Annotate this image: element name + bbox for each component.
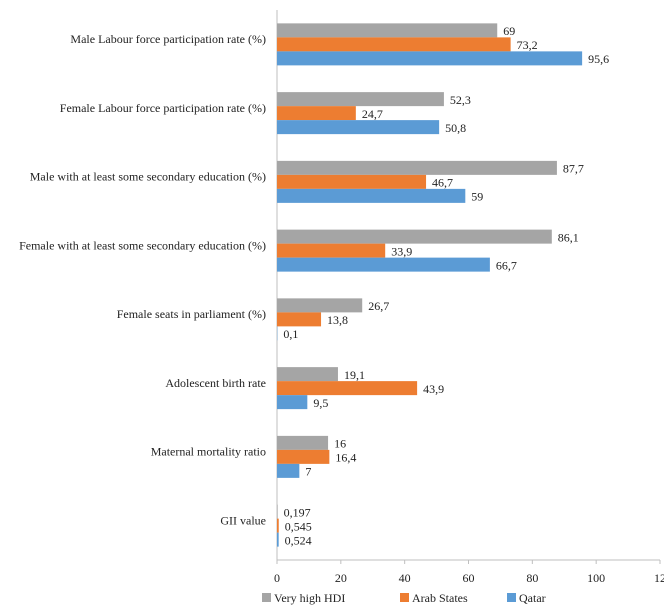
- value-label: 46,7: [432, 176, 453, 190]
- x-tick-label: 60: [463, 571, 475, 585]
- category-label: Female seats in parliament (%): [117, 307, 266, 321]
- legend-label: Very high HDI: [274, 591, 345, 605]
- legend-swatch: [262, 593, 271, 602]
- bar: [277, 367, 338, 382]
- value-label: 52,3: [450, 93, 471, 107]
- bar: [277, 23, 498, 38]
- category-label: Female with at least some secondary educ…: [19, 238, 266, 252]
- category-label: Male Labour force participation rate (%): [70, 32, 266, 46]
- bar: [277, 243, 386, 258]
- value-label: 0,197: [284, 505, 311, 519]
- bar: [277, 518, 279, 533]
- bar: [277, 395, 308, 410]
- x-tick-label: 12: [654, 571, 664, 585]
- x-tick-label: 100: [587, 571, 605, 585]
- x-tick-label: 40: [399, 571, 411, 585]
- value-label: 87,7: [563, 162, 584, 176]
- category-label: GII value: [220, 513, 266, 527]
- value-label: 95,6: [588, 52, 609, 66]
- x-tick-label: 20: [335, 571, 347, 585]
- bar: [277, 381, 418, 396]
- bar: [277, 532, 279, 547]
- bar: [277, 106, 356, 121]
- value-label: 66,7: [496, 258, 517, 272]
- value-label: 26,7: [368, 299, 389, 313]
- bar: [277, 504, 278, 519]
- bar: [277, 92, 444, 107]
- bar: [277, 188, 466, 203]
- bar: [277, 257, 490, 272]
- legend-label: Arab States: [412, 591, 468, 605]
- value-label: 73,2: [517, 38, 538, 52]
- legend-label: Qatar: [519, 591, 546, 605]
- bar: [277, 312, 322, 327]
- category-label: Female Labour force participation rate (…: [60, 101, 266, 115]
- value-label: 19,1: [344, 368, 365, 382]
- bar: [277, 298, 363, 313]
- bar: [277, 37, 511, 52]
- category-label: Male with at least some secondary educat…: [30, 170, 266, 184]
- bar: [277, 120, 440, 135]
- category-label: Maternal mortality ratio: [151, 445, 266, 459]
- value-label: 50,8: [445, 121, 466, 135]
- value-label: 0,545: [285, 519, 312, 533]
- value-label: 13,8: [327, 313, 348, 327]
- bar: [277, 160, 557, 175]
- value-label: 16: [334, 437, 346, 451]
- bar: [277, 449, 330, 464]
- value-label: 7: [305, 465, 311, 479]
- category-label: Adolescent birth rate: [165, 376, 266, 390]
- value-label: 9,5: [313, 396, 328, 410]
- x-tick-label: 0: [274, 571, 280, 585]
- legend-swatch: [507, 593, 516, 602]
- legend-swatch: [400, 593, 409, 602]
- bar: [277, 435, 329, 450]
- bar: [277, 174, 427, 189]
- value-label: 24,7: [362, 107, 383, 121]
- x-tick-label: 80: [526, 571, 538, 585]
- value-label: 33,9: [391, 244, 412, 258]
- value-label: 69: [503, 24, 515, 38]
- value-label: 0,1: [283, 327, 298, 341]
- bar: [277, 51, 583, 66]
- value-label: 0,524: [285, 533, 312, 547]
- value-label: 86,1: [558, 230, 579, 244]
- value-label: 59: [471, 190, 483, 204]
- value-label: 16,4: [335, 451, 356, 465]
- bar: [277, 463, 300, 478]
- value-label: 43,9: [423, 382, 444, 396]
- bar: [277, 229, 552, 244]
